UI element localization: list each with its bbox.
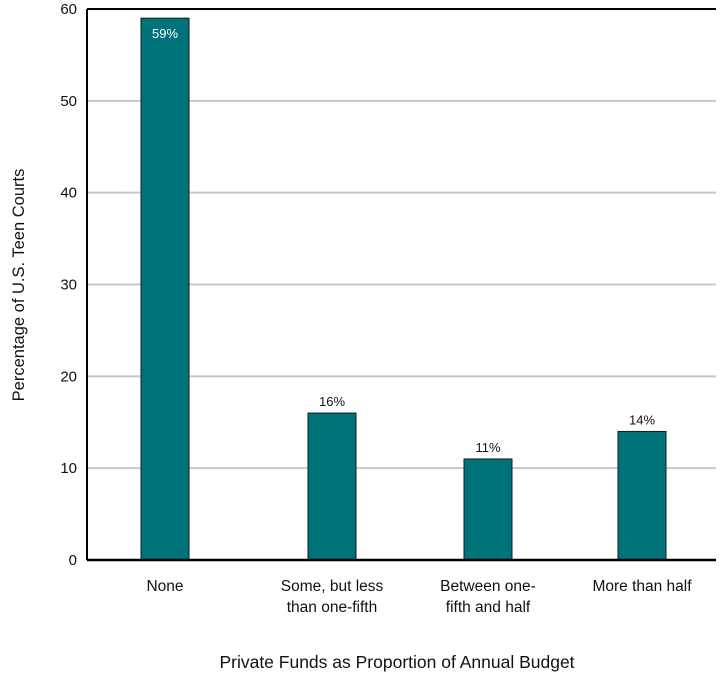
y-tick-label: 0 — [69, 552, 77, 569]
data-labels: 59% 16% 11% 14% — [152, 26, 655, 455]
x-axis-label: Private Funds as Proportion of Annual Bu… — [219, 652, 574, 672]
x-category-label: Between one-fifth and half — [440, 578, 536, 616]
bar — [140, 17, 190, 561]
gridlines — [87, 99, 716, 470]
x-category-labels: None Some, but less than one-fifth Between … — [146, 578, 692, 616]
data-label: 59% — [152, 26, 178, 41]
x-category-label: More than half — [592, 578, 692, 595]
bar — [463, 458, 513, 561]
x-category-label: None — [146, 578, 183, 595]
y-tick-label: 20 — [60, 368, 77, 385]
data-label: 11% — [475, 440, 500, 455]
bar — [617, 430, 667, 561]
bars — [140, 17, 667, 561]
data-label: 14% — [629, 412, 655, 427]
y-tick-label: 30 — [60, 277, 77, 294]
axes — [86, 8, 716, 562]
y-axis-label: Percentage of U.S. Teen Courts — [10, 169, 28, 402]
y-tick-label: 10 — [60, 460, 77, 477]
y-tick-label: 40 — [60, 185, 77, 202]
x-category-label: Some, but less than one-fifth — [281, 578, 384, 616]
data-label: 16% — [319, 394, 345, 409]
y-tick-labels: 0 10 20 30 40 50 60 — [60, 1, 77, 569]
y-tick-label: 50 — [60, 93, 77, 110]
y-tick-label: 60 — [60, 1, 77, 18]
bar — [307, 412, 357, 561]
